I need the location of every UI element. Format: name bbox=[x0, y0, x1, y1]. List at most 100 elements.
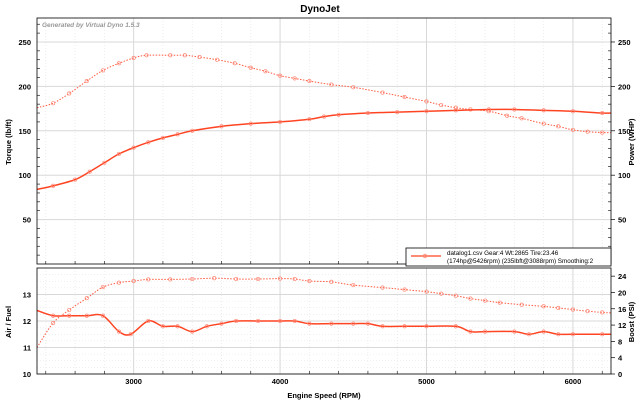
power-point bbox=[51, 183, 56, 188]
air-fuel-point bbox=[146, 318, 151, 324]
torque-line bbox=[37, 54, 611, 134]
torque-point bbox=[84, 79, 89, 84]
air-fuel-point bbox=[234, 318, 239, 324]
power-point bbox=[512, 107, 517, 112]
boost-point bbox=[116, 280, 122, 285]
torque-point bbox=[402, 94, 407, 100]
torque-point bbox=[519, 116, 524, 121]
power-point bbox=[73, 177, 78, 182]
y2-tick-label: 4 bbox=[618, 354, 623, 363]
air-fuel-point bbox=[424, 324, 429, 329]
boost-point bbox=[190, 276, 195, 282]
power-point bbox=[102, 160, 107, 165]
x-tick-label: 4000 bbox=[272, 377, 289, 386]
power-axis-label: Power (WHP) bbox=[627, 118, 636, 166]
series-group bbox=[37, 276, 611, 348]
boost-point bbox=[256, 276, 261, 282]
torque-point bbox=[67, 91, 72, 96]
power-point bbox=[600, 110, 605, 116]
y-tick-label: 200 bbox=[18, 82, 31, 91]
boost-point bbox=[100, 285, 105, 290]
torque-point bbox=[131, 55, 136, 61]
y2-tick-label: 200 bbox=[618, 82, 631, 91]
air-fuel-point bbox=[204, 324, 209, 329]
boost-point bbox=[234, 276, 239, 282]
boost-point bbox=[519, 302, 524, 307]
boost-point bbox=[351, 283, 356, 288]
y2-tick-label: 24 bbox=[618, 272, 627, 281]
boost-point bbox=[51, 320, 56, 326]
boost-point bbox=[292, 276, 297, 282]
power-point bbox=[116, 151, 122, 156]
boost-point bbox=[212, 276, 217, 281]
boost-point bbox=[402, 287, 407, 292]
plot-frame bbox=[36, 17, 612, 265]
torque-axis-label: Torque (lb/ft) bbox=[4, 119, 13, 165]
boost-point bbox=[541, 304, 546, 309]
x-tick-label: 3000 bbox=[125, 377, 142, 386]
boost-point bbox=[556, 305, 561, 311]
y-tick-label: 150 bbox=[18, 127, 31, 136]
boost-point bbox=[168, 277, 173, 282]
legend-text-2: (174hp@5426rpm) (235lbft@3088rpm) Smooth… bbox=[447, 258, 594, 265]
power-point bbox=[486, 107, 491, 112]
power-point bbox=[570, 109, 575, 114]
y2-tick-label: 50 bbox=[618, 216, 626, 225]
power-point bbox=[336, 112, 341, 117]
torque-point bbox=[439, 102, 444, 108]
power-point bbox=[365, 110, 370, 116]
legend-text-1: datalog1.csv Gear:4 Wt:2865 Tire:23.46 bbox=[447, 250, 559, 257]
air-fuel-point bbox=[483, 329, 488, 334]
torque-point bbox=[168, 53, 173, 58]
boost-point bbox=[439, 291, 444, 296]
air-fuel-point bbox=[160, 324, 165, 329]
y2-tick-label: 0 bbox=[618, 370, 622, 379]
power-point bbox=[160, 135, 165, 140]
air-fuel-point bbox=[453, 324, 458, 329]
power-point bbox=[278, 119, 283, 124]
torque-point bbox=[424, 99, 429, 104]
boost-point bbox=[497, 300, 502, 305]
air-fuel-point bbox=[570, 332, 575, 337]
legend: datalog1.csv Gear:4 Wt:2865 Tire:23.46 (… bbox=[405, 247, 612, 267]
air-fuel-point bbox=[190, 329, 195, 334]
torque-point bbox=[51, 101, 56, 106]
power-point bbox=[190, 128, 195, 133]
torque-point bbox=[541, 121, 546, 126]
air-fuel-point bbox=[116, 329, 122, 334]
afr-axis-label: Air / Fuel bbox=[4, 306, 13, 338]
air-fuel-point bbox=[526, 332, 532, 337]
air-fuel-point bbox=[468, 329, 473, 334]
y2-tick-label: 150 bbox=[618, 127, 631, 136]
boost-point bbox=[453, 293, 458, 298]
power-point bbox=[395, 110, 400, 115]
boost-point bbox=[329, 279, 334, 284]
plot-background bbox=[37, 18, 611, 264]
boost-point bbox=[468, 296, 473, 301]
air-fuel-point bbox=[512, 329, 517, 334]
torque-point bbox=[585, 129, 590, 134]
torque-power-plot: 50 100 150 200 250 50 100 150 200 250 bbox=[18, 17, 631, 265]
power-line bbox=[37, 108, 611, 191]
boost-point bbox=[424, 289, 429, 294]
air-fuel-point bbox=[175, 324, 180, 329]
boost-point bbox=[483, 298, 488, 303]
power-point bbox=[453, 108, 458, 113]
power-point bbox=[219, 124, 224, 129]
y-tick-label: 11 bbox=[23, 344, 31, 353]
torque-point bbox=[197, 55, 202, 60]
torque-point bbox=[116, 61, 122, 66]
torque-point bbox=[453, 105, 458, 110]
torque-point bbox=[570, 127, 575, 132]
air-fuel-point bbox=[100, 313, 105, 318]
air-fuel-point bbox=[128, 332, 133, 337]
air-fuel-point bbox=[51, 313, 56, 318]
torque-point bbox=[292, 76, 297, 81]
torque-point bbox=[182, 53, 187, 58]
y-tick-label: 50 bbox=[23, 216, 31, 225]
torque-point bbox=[600, 130, 605, 135]
y2-tick-label: 250 bbox=[618, 38, 631, 47]
air-fuel-point bbox=[84, 313, 89, 318]
chart-title: DynoJet bbox=[300, 4, 340, 15]
